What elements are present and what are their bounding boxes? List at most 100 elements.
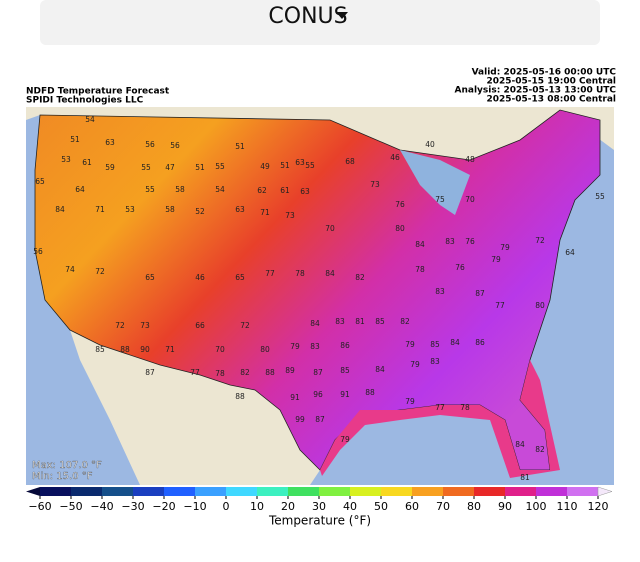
region-label: CONUS [268,4,347,29]
station-temp: 83 [310,342,320,351]
station-temp: 76 [395,200,405,209]
station-temp: 65 [235,273,245,282]
station-temp: 51 [195,163,205,172]
station-temp: 79 [491,255,501,264]
valid-central: 2025-05-15 19:00 Central [487,77,617,87]
station-temp: 55 [141,163,151,172]
station-temp: 81 [355,317,365,326]
colorbar-tick-label: 40 [343,500,357,513]
station-temp: 79 [410,360,420,369]
colorbar-tick-label: 50 [374,500,388,513]
map-title: NDFD Temperature Forecast [26,87,170,97]
station-temp: 46 [390,153,400,162]
station-temp: 62 [257,186,267,195]
colorbar-tick-label: 70 [436,500,450,513]
station-temp: 80 [395,224,405,233]
colorbar-tick-label: −50 [59,500,82,513]
colorbar-segment [381,487,413,496]
station-temp: 56 [170,141,180,150]
station-temp: 77 [190,368,200,377]
station-temp: 77 [495,301,505,310]
station-temp: 78 [295,269,305,278]
colorbar-segment [71,487,103,496]
colorbar-tick-label: 100 [526,500,547,513]
station-temp: 72 [115,321,125,330]
station-temp: 79 [500,243,510,252]
great-lakes [400,150,470,215]
colorbar-segment [536,487,568,496]
station-temp: 61 [82,158,92,167]
colorbar-tick-label: 0 [223,500,230,513]
station-temp: 46 [195,273,205,282]
station-temp: 47 [165,163,175,172]
station-temp: 86 [475,338,485,347]
station-temp: 73 [285,211,295,220]
station-temp: 72 [240,321,250,330]
colorbar-arrow-high [597,486,613,497]
station-temp: 72 [535,236,545,245]
station-temp: 53 [125,205,135,214]
station-temp: 55 [305,161,315,170]
station-temp: 84 [415,240,425,249]
station-temp: 85 [430,340,440,349]
station-temp: 84 [310,319,320,328]
station-temp: 70 [215,345,225,354]
station-temp: 54 [85,115,95,124]
station-temp: 84 [55,205,65,214]
station-temp: 84 [515,440,525,449]
colorbar-arrow-low [26,487,40,496]
colorbar-segment [40,487,72,496]
colorbar-tick-label: 110 [557,500,578,513]
station-temp: 88 [235,392,245,401]
max-label: Max: 107.0 °F [32,460,102,471]
station-temp: 83 [445,237,455,246]
station-temp: 85 [95,345,105,354]
station-temp: 58 [175,185,185,194]
dropdown[interactable] [40,0,600,45]
colorbar-segment [226,487,258,496]
colorbar-segment [257,487,289,496]
station-temp: 65 [35,177,45,186]
station-temp: 76 [465,237,475,246]
station-temp: 87 [475,289,485,298]
station-temp: 82 [240,368,250,377]
station-temp: 40 [425,140,435,149]
min-label: Min: 15.0 °F [32,471,93,482]
station-temp: 56 [33,247,43,256]
station-temp: 65 [145,273,155,282]
station-temp: 83 [430,357,440,366]
station-temp: 87 [145,368,155,377]
station-temp: 82 [400,317,410,326]
colorbar-tick-label: −30 [121,500,144,513]
station-temp: 56 [145,140,155,149]
colorbar-tick-label: 10 [250,500,264,513]
station-temp: 88 [365,388,375,397]
station-temp: 71 [260,208,270,217]
station-temp: 80 [535,301,545,310]
station-temp: 55 [145,185,155,194]
station-temp: 84 [375,365,385,374]
station-temp: 83 [435,287,445,296]
station-temp: 53 [61,155,71,164]
station-temp: 55 [595,192,605,201]
station-temp: 71 [95,205,105,214]
colorbar-tick-label: −20 [152,500,175,513]
station-temp: 91 [290,393,300,402]
mexico [70,330,320,485]
colorbar-segment [505,487,537,496]
station-temp: 66 [195,321,205,330]
credit: SPIDI Technologies LLC [26,96,144,106]
station-temp: 78 [460,403,470,412]
station-temp: 90 [140,345,150,354]
map [26,107,614,485]
station-temp: 88 [265,368,275,377]
station-temp: 84 [450,338,460,347]
station-temp: 63 [300,187,310,196]
station-temp: 82 [355,273,365,282]
station-temp: 77 [265,269,275,278]
colorbar-tick-label: 20 [281,500,295,513]
station-temp: 73 [140,321,150,330]
analysis: Analysis: 2025-05-13 13:00 UTC [455,86,617,96]
analysis-central: 2025-05-13 08:00 Central [487,95,617,105]
